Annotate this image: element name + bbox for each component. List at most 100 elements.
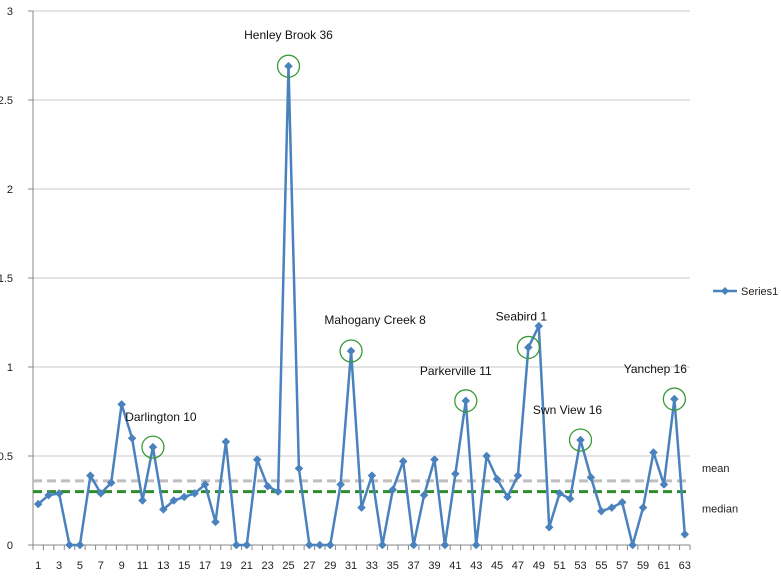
data-point — [482, 451, 491, 461]
x-tick-label: 49 — [533, 560, 545, 572]
data-point — [367, 471, 377, 480]
data-point — [44, 490, 53, 500]
y-tick-label: 0.5 — [0, 451, 13, 463]
data-point — [440, 540, 450, 550]
data-point — [159, 505, 168, 514]
data-point — [148, 442, 158, 452]
x-tick-label: 7 — [98, 560, 104, 572]
legend: Series1 — [713, 286, 778, 298]
x-tick-label: 19 — [220, 560, 232, 572]
data-point — [451, 469, 460, 479]
mean-label: mean — [702, 463, 730, 475]
data-point — [33, 499, 43, 509]
data-point — [461, 396, 471, 406]
data-point — [86, 471, 95, 480]
legend-swatch-marker — [721, 287, 729, 295]
x-tick-label: 57 — [616, 560, 628, 572]
annotation-label: Seabird 1 — [496, 309, 548, 323]
series-line — [37, 64, 687, 547]
x-tick-label: 11 — [137, 560, 148, 572]
highlight-circle — [276, 54, 301, 78]
data-point — [430, 455, 439, 464]
data-point — [211, 517, 220, 527]
annotation-label: Yanchep 16 — [624, 362, 687, 376]
x-tick-label: 45 — [491, 560, 503, 572]
median-label: median — [702, 504, 738, 516]
x-tick-label: 23 — [262, 560, 274, 572]
data-point — [409, 540, 418, 550]
data-point — [524, 343, 533, 352]
data-point — [325, 540, 335, 550]
annotation-label: Swn View 16 — [533, 403, 602, 417]
x-tick-label: 29 — [324, 560, 336, 572]
data-point — [471, 540, 481, 550]
annotation-label: Darlington 10 — [125, 410, 197, 424]
data-point — [617, 497, 627, 507]
x-tick-label: 25 — [282, 560, 294, 572]
data-point — [179, 492, 189, 502]
x-tick-label: 59 — [637, 560, 649, 572]
x-tick-label: 33 — [366, 560, 378, 572]
data-point — [513, 471, 523, 480]
series-points — [33, 61, 690, 550]
data-point — [200, 480, 210, 489]
gridlines — [33, 10, 690, 457]
data-point — [169, 496, 179, 505]
data-point — [273, 487, 283, 496]
data-point — [680, 529, 690, 539]
x-tick-label: 15 — [178, 560, 190, 572]
highlight-circle — [662, 387, 687, 411]
axes — [28, 10, 691, 550]
y-tick-labels: 0 0.5 1 1.5 2 2.5 3 — [0, 6, 13, 552]
data-point — [232, 540, 241, 550]
data-point — [138, 496, 147, 505]
y-tick-label: 1.5 — [0, 273, 13, 285]
y-tick-label: 1 — [7, 362, 13, 374]
x-tick-label: 55 — [595, 560, 607, 572]
x-tick-label: 9 — [119, 560, 125, 572]
data-point — [597, 506, 606, 516]
data-point — [190, 489, 199, 498]
data-point — [398, 456, 408, 466]
highlight-circle — [454, 389, 478, 413]
data-point — [315, 540, 325, 550]
x-tick-label: 51 — [554, 560, 566, 572]
data-point — [252, 455, 262, 464]
data-point — [336, 480, 345, 489]
x-tick-labels: 1 3 5 7 9 11 13 15 17 19 21 23 25 27 29 31 33 35 37 39 41 43 4… — [35, 560, 691, 572]
highlight-circles — [141, 54, 687, 459]
data-point — [503, 492, 512, 502]
data-point — [75, 540, 85, 550]
data-point — [294, 464, 304, 473]
data-point — [65, 540, 74, 550]
annotation-label: Mahogany Creek 8 — [324, 313, 426, 327]
annotation-label: Parkerville 11 — [420, 364, 492, 378]
data-point — [607, 503, 617, 512]
data-point — [106, 478, 116, 488]
y-tick-label: 3 — [7, 6, 13, 18]
data-point — [242, 540, 252, 550]
data-point — [565, 494, 575, 504]
data-point — [628, 540, 637, 550]
data-point — [659, 480, 669, 489]
x-tick-label: 41 — [449, 560, 461, 572]
data-point — [638, 503, 648, 512]
series-lines — [37, 64, 687, 547]
data-point — [357, 503, 366, 512]
data-point — [670, 394, 679, 404]
data-point — [263, 481, 272, 491]
data-point — [305, 540, 314, 550]
annotations: Henley Brook 36 Mahogany Creek 8 Seabird 1… — [125, 28, 687, 424]
data-point — [649, 448, 658, 457]
x-tick-label: 3 — [56, 560, 62, 572]
x-tick-label: 21 — [241, 560, 253, 572]
data-point — [534, 321, 544, 331]
y-tick-label: 2.5 — [0, 95, 13, 107]
data-point — [284, 61, 293, 71]
x-tick-label: 37 — [408, 560, 420, 572]
x-tick-label: 13 — [157, 560, 169, 572]
data-point — [586, 473, 596, 482]
annotation-label: Henley Brook 36 — [244, 28, 333, 42]
x-tick-label: 39 — [428, 560, 440, 572]
data-point — [117, 400, 126, 409]
